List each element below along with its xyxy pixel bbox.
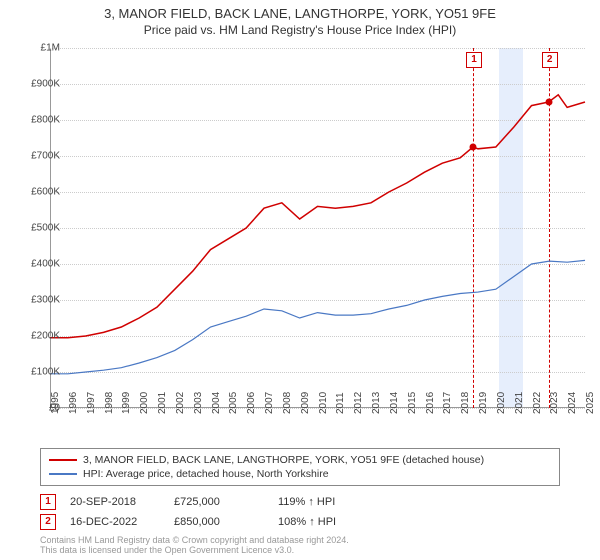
legend-row: 3, MANOR FIELD, BACK LANE, LANGTHORPE, Y… — [49, 453, 551, 467]
series-line — [50, 95, 585, 338]
xtick-label: 2016 — [425, 392, 436, 414]
xtick-label: 1999 — [121, 392, 132, 414]
annotation-price: £725,000 — [174, 496, 264, 508]
ytick-label: £200K — [31, 331, 60, 342]
xtick-label: 2008 — [282, 392, 293, 414]
xtick-label: 2010 — [318, 392, 329, 414]
xtick-label: 2011 — [335, 392, 346, 414]
annotation-diff: 108% ↑ HPI — [278, 516, 368, 528]
ytick-label: £1M — [41, 43, 60, 54]
chart-container: 3, MANOR FIELD, BACK LANE, LANGTHORPE, Y… — [0, 0, 600, 560]
annotation-diff: 119% ↑ HPI — [278, 496, 368, 508]
annotation-marker-box: 1 — [40, 494, 56, 510]
ytick-label: £100K — [31, 367, 60, 378]
ytick-label: £300K — [31, 295, 60, 306]
chart-plot-area: 12 — [50, 48, 585, 408]
xtick-label: 2004 — [211, 392, 222, 414]
xtick-label: 2022 — [532, 392, 543, 414]
annotation-marker-box: 2 — [40, 514, 56, 530]
xtick-label: 2020 — [496, 392, 507, 414]
legend-swatch — [49, 473, 77, 475]
ytick-label: £400K — [31, 259, 60, 270]
xtick-label: 2021 — [514, 392, 525, 414]
xtick-label: 1998 — [104, 392, 115, 414]
legend-box: 3, MANOR FIELD, BACK LANE, LANGTHORPE, Y… — [40, 448, 560, 486]
footer-line2: This data is licensed under the Open Gov… — [40, 546, 349, 556]
ytick-label: £700K — [31, 151, 60, 162]
xtick-label: 2007 — [264, 392, 275, 414]
legend-swatch — [49, 459, 77, 461]
chart-title: 3, MANOR FIELD, BACK LANE, LANGTHORPE, Y… — [0, 0, 600, 23]
annotation-date: 16-DEC-2022 — [70, 516, 160, 528]
series-svg — [50, 48, 585, 408]
xtick-label: 2015 — [407, 392, 418, 414]
footer-text: Contains HM Land Registry data © Crown c… — [40, 536, 349, 556]
ytick-label: £500K — [31, 223, 60, 234]
xtick-label: 2009 — [300, 392, 311, 414]
legend-row: HPI: Average price, detached house, Nort… — [49, 467, 551, 481]
xtick-label: 2017 — [442, 392, 453, 414]
ytick-label: £600K — [31, 187, 60, 198]
annotation-row: 2 16-DEC-2022 £850,000 108% ↑ HPI — [40, 512, 368, 532]
xtick-label: 1996 — [68, 392, 79, 414]
xtick-label: 2023 — [549, 392, 560, 414]
xtick-label: 2005 — [228, 392, 239, 414]
series-line — [50, 260, 585, 373]
xtick-label: 2024 — [567, 392, 578, 414]
ytick-label: £900K — [31, 79, 60, 90]
annotation-price: £850,000 — [174, 516, 264, 528]
xtick-label: 2018 — [460, 392, 471, 414]
xtick-label: 2014 — [389, 392, 400, 414]
xtick-label: 2000 — [139, 392, 150, 414]
legend-label: 3, MANOR FIELD, BACK LANE, LANGTHORPE, Y… — [83, 454, 484, 466]
xtick-label: 2019 — [478, 392, 489, 414]
xtick-label: 2001 — [157, 392, 168, 414]
chart-subtitle: Price paid vs. HM Land Registry's House … — [0, 23, 600, 41]
annotation-date: 20-SEP-2018 — [70, 496, 160, 508]
xtick-label: 2013 — [371, 392, 382, 414]
legend-label: HPI: Average price, detached house, Nort… — [83, 468, 329, 480]
xtick-label: 2012 — [353, 392, 364, 414]
xtick-label: 2002 — [175, 392, 186, 414]
xtick-label: 2025 — [585, 392, 596, 414]
xtick-label: 2006 — [246, 392, 257, 414]
annotation-row: 1 20-SEP-2018 £725,000 119% ↑ HPI — [40, 492, 368, 512]
annotation-table: 1 20-SEP-2018 £725,000 119% ↑ HPI 2 16-DEC-20… — [40, 492, 368, 532]
ytick-label: £800K — [31, 115, 60, 126]
xtick-label: 2003 — [193, 392, 204, 414]
xtick-label: 1997 — [86, 392, 97, 414]
xtick-label: 1995 — [50, 392, 61, 414]
